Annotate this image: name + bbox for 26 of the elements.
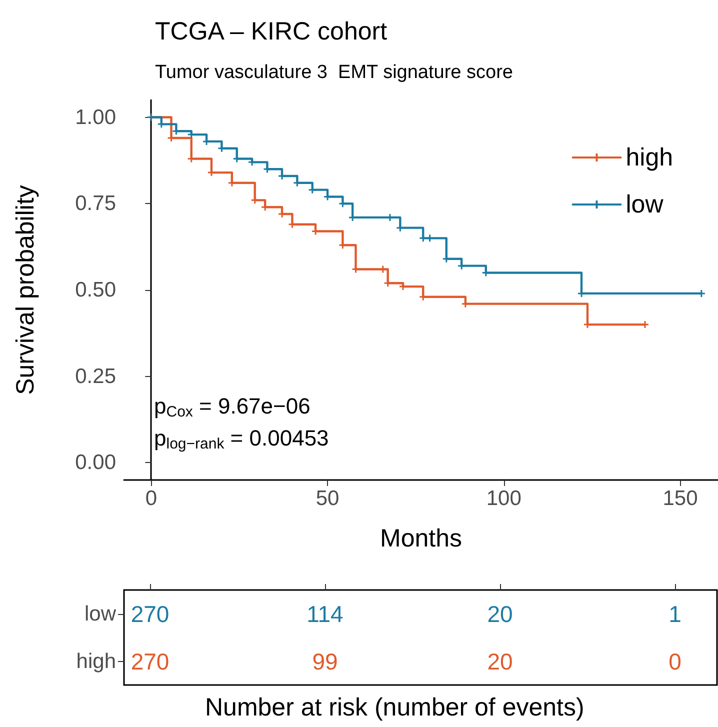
text: 20 <box>487 648 513 674</box>
y-tick-label: 0.75 <box>75 192 116 216</box>
y-tick-label: 0.50 <box>75 278 116 302</box>
legend-label: high <box>626 144 673 172</box>
x-tick-label: 100 <box>486 487 522 510</box>
text: 20 <box>487 600 513 627</box>
text: 270 <box>130 648 170 674</box>
category-label: high <box>76 650 116 673</box>
y-axis-title: Survival probability <box>12 184 40 395</box>
text: 99 <box>312 648 338 674</box>
text: Number at risk (number of events) <box>205 694 584 722</box>
category-label: low <box>84 602 116 626</box>
x-tick-label: 50 <box>316 487 340 510</box>
x-axis-title: Months <box>380 524 462 552</box>
text: 0 <box>668 648 682 674</box>
chart-subtitle: Tumor vasculature 3 EMT signature score <box>155 62 513 83</box>
legend-label: low <box>626 190 664 218</box>
text: 1 <box>668 600 682 627</box>
x-tick-label: 0 <box>145 487 158 510</box>
y-tick-label: 0.25 <box>75 364 116 388</box>
x-tick-label: 150 <box>662 487 698 510</box>
chart-title: TCGA – KIRC cohort <box>155 18 388 46</box>
y-tick-label: 1.00 <box>75 106 116 129</box>
text: 270 <box>130 600 170 627</box>
y-tick-label: 0.00 <box>75 451 116 474</box>
text: 114 <box>306 600 344 627</box>
